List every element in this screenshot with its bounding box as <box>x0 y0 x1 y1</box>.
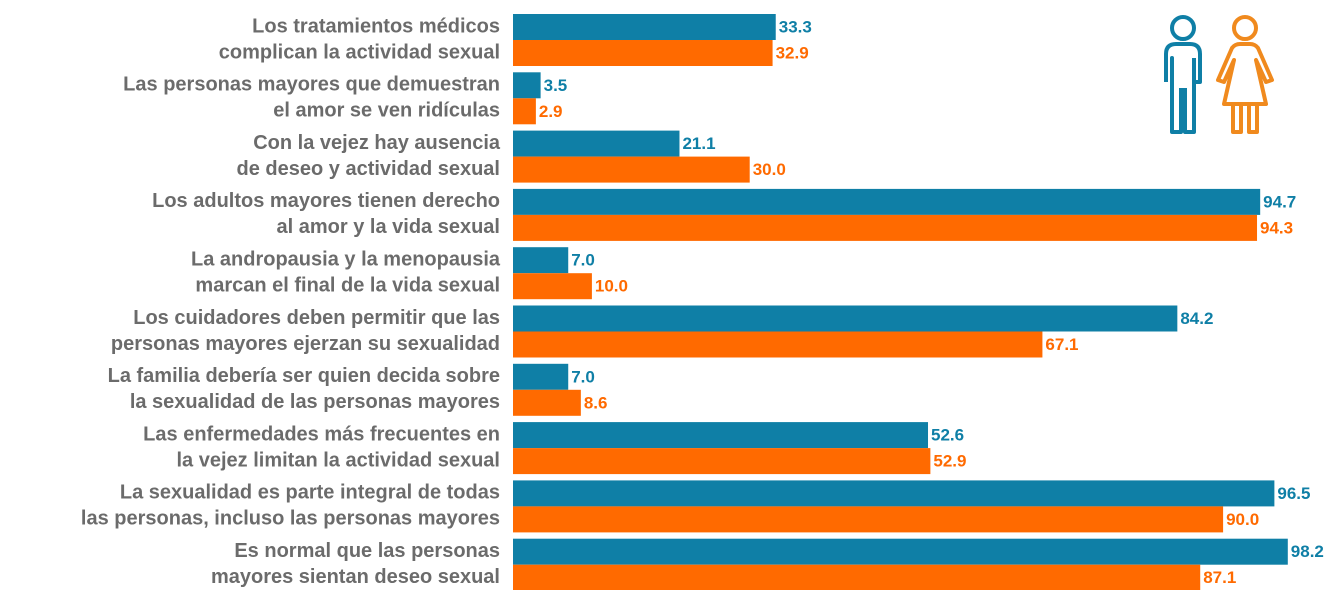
bar <box>513 188 1261 215</box>
category-label: marcan el final de la vida sexual <box>195 274 500 296</box>
category-label: Los adultos mayores tienen derecho <box>152 190 500 212</box>
value-label: 3.5 <box>544 76 568 95</box>
value-label: 84.2 <box>1180 309 1213 328</box>
value-label: 30.0 <box>753 160 786 179</box>
bar <box>513 448 931 475</box>
bar <box>513 538 1288 565</box>
value-label: 32.9 <box>776 43 809 62</box>
category-label: de deseo y actividad sexual <box>237 158 500 180</box>
value-label: 52.9 <box>933 452 966 471</box>
bar <box>513 14 776 40</box>
category-label: La andropausia y la menopausia <box>191 248 501 270</box>
value-label: 52.6 <box>931 426 964 445</box>
category-label: La sexualidad es parte integral de todas <box>120 482 500 504</box>
category-label: el amor se ven ridículas <box>273 100 500 122</box>
bar <box>513 40 773 66</box>
value-label: 94.7 <box>1263 192 1296 211</box>
bar <box>513 422 929 449</box>
value-label: 90.0 <box>1226 510 1259 529</box>
bar <box>513 480 1275 507</box>
value-label: 98.2 <box>1291 542 1324 561</box>
bar <box>513 247 569 274</box>
category-label: la sexualidad de las personas mayores <box>130 391 500 413</box>
category-label: Las personas mayores que demuestran <box>123 74 500 96</box>
woman-icon <box>1216 15 1274 134</box>
category-label: personas mayores ejerzan su sexualidad <box>111 333 500 355</box>
bar <box>513 506 1224 533</box>
category-label: Los tratamientos médicos <box>252 15 500 37</box>
bar <box>513 305 1178 332</box>
bar <box>513 363 569 390</box>
value-label: 87.1 <box>1203 568 1236 587</box>
man-icon <box>1164 15 1202 134</box>
bar <box>513 273 592 300</box>
bar <box>513 98 536 125</box>
category-label: complican la actividad sexual <box>219 41 500 63</box>
bar <box>513 389 581 416</box>
category-label: mayores sientan deseo sexual <box>211 566 500 588</box>
bar <box>513 331 1043 358</box>
value-label: 8.6 <box>584 393 608 412</box>
category-label: la vejez limitan la actividad sexual <box>177 449 501 471</box>
category-label: Los cuidadores deben permitir que las <box>133 307 500 329</box>
bar <box>513 130 680 157</box>
bar <box>513 564 1201 590</box>
category-label: Con la vejez hay ausencia <box>253 132 501 154</box>
bar <box>513 156 750 183</box>
value-label: 96.5 <box>1277 484 1310 503</box>
value-label: 7.0 <box>571 251 595 270</box>
category-label: las personas, incluso las personas mayor… <box>81 508 500 530</box>
bar <box>513 72 541 99</box>
value-label: 2.9 <box>539 102 563 121</box>
category-label: Es normal que las personas <box>234 540 500 562</box>
value-label: 94.3 <box>1260 218 1293 237</box>
value-label: 33.3 <box>779 17 812 36</box>
value-label: 67.1 <box>1045 335 1078 354</box>
category-label: al amor y la vida sexual <box>277 216 500 238</box>
value-label: 21.1 <box>682 134 715 153</box>
category-label: La familia debería ser quien decida sobr… <box>108 365 500 387</box>
bar <box>513 214 1258 241</box>
value-label: 10.0 <box>595 277 628 296</box>
category-label: Las enfermedades más frecuentes en <box>143 423 500 445</box>
value-label: 7.0 <box>571 367 595 386</box>
